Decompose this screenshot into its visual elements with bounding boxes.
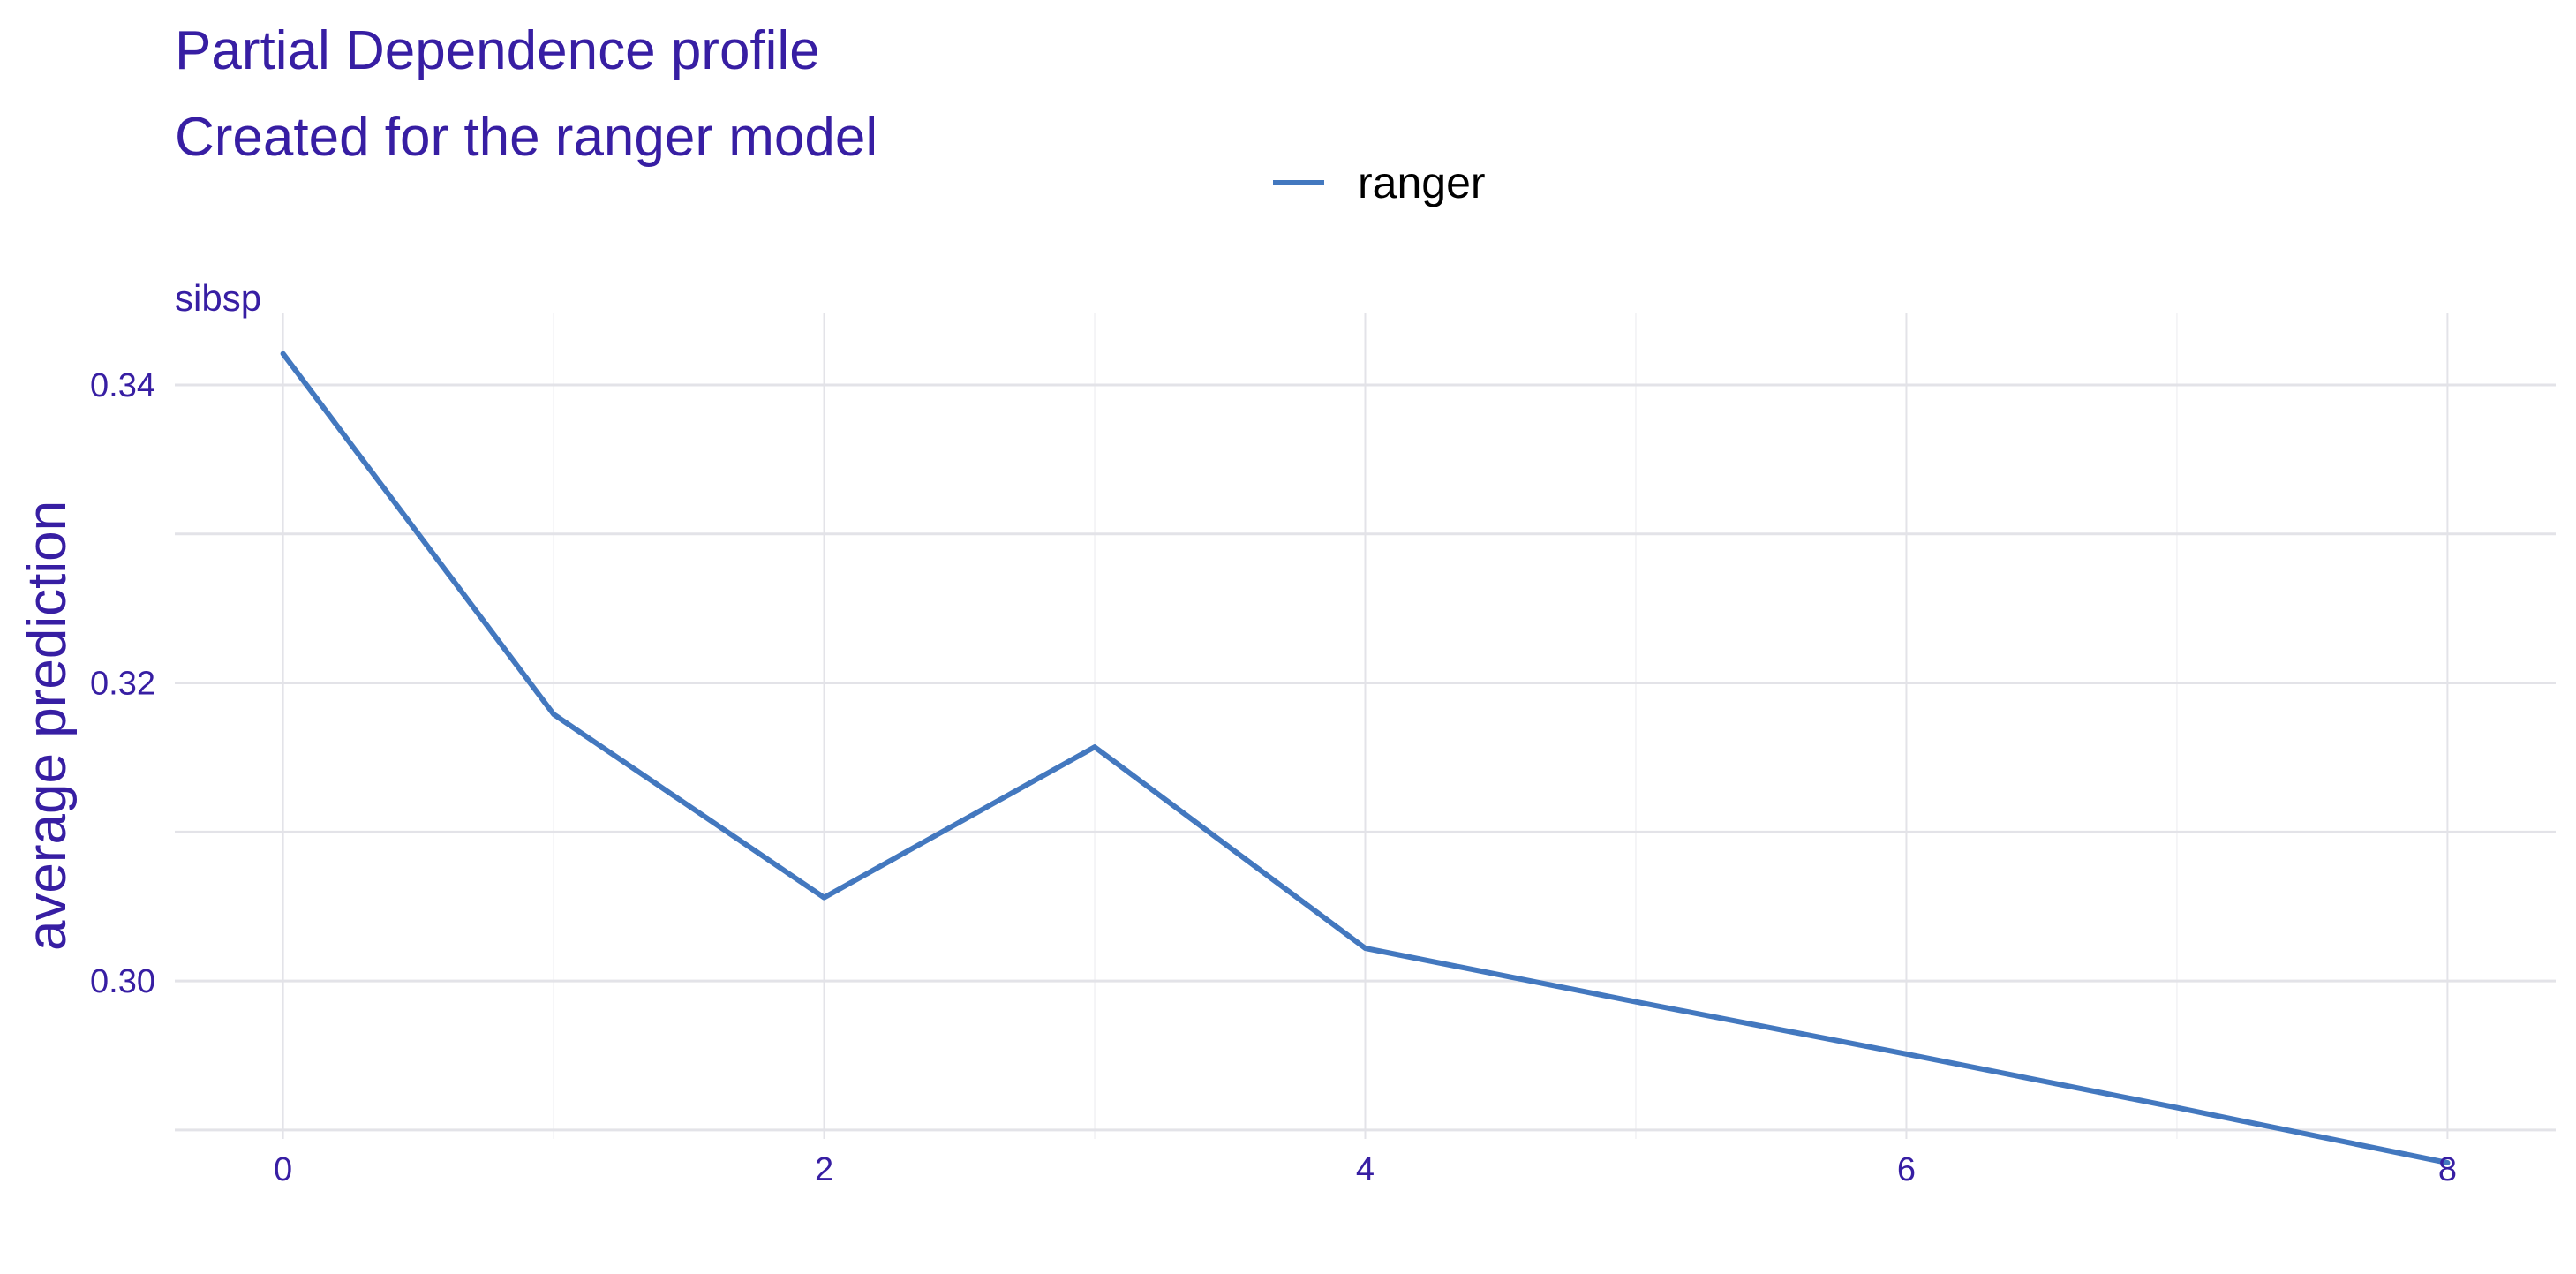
x-axis-ticks: 0 2 4 6 8 bbox=[274, 1151, 2457, 1188]
x-tick-label: 4 bbox=[1356, 1151, 1375, 1188]
chart-title: Partial Dependence profile bbox=[175, 20, 820, 81]
x-tick-label: 0 bbox=[274, 1151, 292, 1188]
series-layer bbox=[280, 351, 2451, 1165]
y-tick-label: 0.34 bbox=[90, 367, 155, 404]
y-axis-ticks: 0.30 0.32 0.34 bbox=[90, 367, 155, 1000]
x-tick-label: 6 bbox=[1897, 1151, 1916, 1188]
legend-label-ranger: ranger bbox=[1358, 158, 1486, 207]
y-tick-label: 0.32 bbox=[90, 666, 155, 703]
y-axis-label: average prediction bbox=[17, 501, 78, 951]
grid-layer bbox=[175, 313, 2556, 1139]
x-tick-label: 2 bbox=[815, 1151, 833, 1188]
facet-label: sibsp bbox=[175, 277, 261, 319]
legend: ranger bbox=[1273, 158, 1486, 207]
series-line-ranger bbox=[280, 351, 2451, 1165]
y-tick-label: 0.30 bbox=[90, 963, 155, 1000]
x-tick-label: 8 bbox=[2438, 1151, 2457, 1188]
chart-subtitle: Created for the ranger model bbox=[175, 107, 877, 168]
